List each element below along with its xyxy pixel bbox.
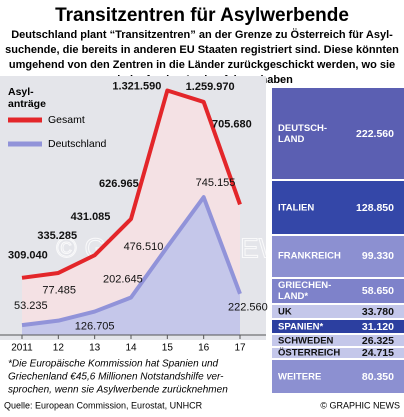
data-label: 1.321.590 (112, 80, 161, 92)
x-tick-label: 13 (89, 343, 101, 354)
country-value: 31.120 (361, 320, 394, 333)
country-value: 99.330 (361, 250, 394, 263)
country-label: SCHWEDEN (278, 335, 334, 347)
country-box: WEITERE 80.350 (272, 360, 404, 393)
country-box: ÖSTERREICH 24.715 (272, 347, 404, 360)
country-value: 24.715 (361, 347, 394, 360)
footnote: Griechenland €45,6 Millionen Notstandshi… (8, 372, 224, 383)
country-value: 128.850 (356, 201, 394, 214)
y-axis-title: anträge (8, 98, 46, 110)
country-value: 26.325 (361, 334, 394, 347)
data-label: 53.235 (14, 300, 48, 312)
data-label: 202.645 (103, 273, 143, 285)
x-tick-label: 12 (53, 343, 65, 354)
subtitle: umgehend von den Zentren in die Länder z… (9, 59, 395, 71)
title: Transitzentren für Asylwerbende (55, 5, 349, 26)
legend-label: Gesamt (48, 114, 85, 126)
data-label: 626.965 (99, 178, 139, 190)
data-label: 222.560 (228, 302, 268, 314)
data-label: 1.259.970 (186, 81, 235, 93)
country-label: FRANKREICH (278, 250, 341, 262)
data-label: 126.705 (75, 320, 115, 332)
country-label: SPANIEN* (278, 321, 324, 333)
data-label: 309.040 (8, 250, 48, 262)
source: Quelle: European Commission, Eurostat, U… (4, 400, 203, 410)
country-box: DEUTSCH- LAND 222.560 (272, 88, 404, 180)
footnote: *Die Europäische Kommission hat Spanien … (8, 359, 219, 370)
x-tick-label: 15 (162, 343, 174, 354)
data-label: 431.085 (71, 211, 111, 223)
x-tick-label: 2011 (11, 343, 33, 354)
credit: © GRAPHIC NEWS (320, 400, 400, 410)
country-box: GRIECHEN- LAND* 58.650 (272, 278, 404, 303)
country-value: 58.650 (361, 284, 394, 297)
x-tick-label: 16 (198, 343, 210, 354)
country-value: 33.780 (361, 305, 394, 318)
country-value: 80.350 (361, 370, 394, 383)
country-label: UK (278, 306, 292, 318)
data-label: 77.485 (42, 285, 76, 297)
legend-label: Deutschland (48, 138, 107, 150)
country-label: ITALIEN (278, 202, 315, 214)
series-area (22, 197, 240, 335)
country-label: WEITERE (278, 371, 322, 383)
data-label: 705.680 (212, 118, 252, 130)
x-tick-label: 17 (234, 343, 246, 354)
country-box: UK 33.780 (272, 304, 404, 319)
country-box: FRANKREICH 99.330 (272, 235, 404, 277)
subtitle: suchende, die bereits in anderen EU Staa… (5, 44, 399, 56)
country-label: DEUTSCH- LAND (278, 122, 328, 145)
data-label: 335.285 (37, 230, 77, 242)
country-box: SCHWEDEN 26.325 (272, 334, 404, 347)
data-label: 745.155 (196, 177, 236, 189)
footnote: sprochen, wenn sie Asylwerbende zurückne… (8, 385, 228, 396)
subtitle: Deutschland plant “Transitzentren” an de… (11, 28, 393, 41)
series-line (21, 88, 242, 280)
x-tick-label: 14 (125, 343, 137, 354)
country-label: GRIECHEN- LAND* (278, 279, 332, 302)
y-axis-title: Asyl- (8, 86, 34, 98)
country-label: ÖSTERREICH (278, 347, 341, 359)
country-value: 222.560 (356, 127, 394, 140)
country-box: ITALIEN 128.850 (272, 181, 404, 234)
data-label: 476.510 (124, 241, 164, 253)
series-line (21, 195, 242, 328)
country-box: SPANIEN* 31.120 (272, 320, 404, 334)
